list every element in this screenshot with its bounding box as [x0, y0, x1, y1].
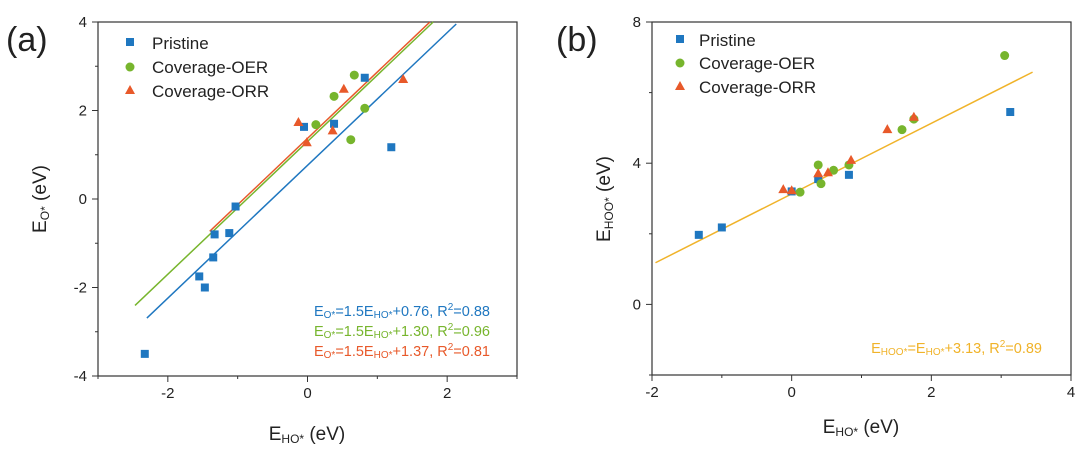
fit-equation: EHOO*=EHO*+3.13, R2=0.89 [871, 339, 1042, 358]
x-tick-label: 0 [787, 384, 795, 401]
fit-equation: EO*=1.5EHO*+1.37, R2=0.81 [314, 342, 490, 361]
point-pristine [231, 202, 240, 211]
point-pristine [387, 143, 396, 152]
panel-a: (a) -2 0 2 -4 -2 0 2 4 Pristine Coverage-OER Co… [6, 14, 518, 446]
point-coverage-orr [293, 116, 304, 126]
y-tick-label: 8 [633, 14, 641, 31]
point-coverage-orr [882, 124, 893, 134]
point-coverage-orr [301, 137, 312, 147]
point-coverage-oer [360, 103, 370, 113]
point-pristine [330, 119, 339, 128]
point-coverage-oer [813, 160, 823, 170]
plot-b-frame [651, 21, 1072, 376]
y-tick-label: 4 [633, 155, 641, 172]
legend-b-oer-marker [675, 58, 685, 68]
legend-a-pristine-marker [126, 38, 134, 46]
point-coverage-oer [897, 125, 907, 135]
plot-b-area: -2 0 2 4 0 4 8 [633, 14, 1076, 401]
point-coverage-oer [1000, 51, 1010, 61]
point-coverage-orr [822, 167, 833, 177]
point-pristine [225, 229, 234, 238]
panel-a-fit-equations: EO*=1.5EHO*+0.76, R2=0.88EO*=1.5EHO*+1.3… [314, 302, 490, 361]
panel-a-legend: Pristine Coverage-OER Coverage-ORR [125, 34, 269, 101]
panel-b-ylabel: EHOO* (eV) [594, 156, 616, 242]
panel-b: (b) -2 0 2 4 0 4 8 Pristine Coverage-OER Cover… [556, 14, 1075, 439]
fit-equation: EO*=1.5EHO*+1.30, R2=0.96 [314, 322, 490, 341]
point-coverage-oer [816, 179, 826, 189]
point-coverage-oer [311, 120, 321, 130]
x-tick-label: 0 [303, 385, 311, 402]
legend-a-orr-label: Coverage-ORR [152, 82, 269, 101]
point-coverage-orr [786, 185, 797, 195]
point-pristine [195, 272, 204, 281]
x-tick-label: 2 [927, 384, 935, 401]
legend-b-oer-label: Coverage-OER [699, 54, 815, 73]
point-coverage-oer [829, 165, 839, 175]
y-tick-label: -4 [74, 368, 87, 385]
panel-a-xlabel: EHO* (eV) [269, 424, 346, 446]
legend-b-pristine-label: Pristine [699, 31, 756, 50]
point-coverage-orr [908, 111, 919, 121]
y-tick-label: 0 [633, 296, 641, 313]
panel-b-legend: Pristine Coverage-OER Coverage-ORR [675, 31, 816, 97]
legend-a-oer-label: Coverage-OER [152, 58, 268, 77]
fit-line-pristine [146, 23, 457, 319]
point-coverage-orr [778, 184, 789, 194]
panel-a-label: (a) [6, 21, 48, 59]
fit-equation: EO*=1.5EHO*+0.76, R2=0.88 [314, 302, 490, 321]
point-pristine [360, 73, 369, 82]
point-coverage-orr [813, 168, 824, 178]
point-coverage-oer [349, 70, 359, 80]
fit-line-coverage-oer [134, 21, 434, 306]
panel-b-label: (b) [556, 21, 598, 59]
y-tick-label: 2 [79, 103, 87, 120]
legend-a-orr-marker [125, 85, 135, 94]
point-coverage-orr [846, 154, 857, 164]
point-pristine [844, 170, 853, 179]
legend-a-pristine-label: Pristine [152, 34, 209, 53]
y-tick-label: -2 [74, 280, 87, 297]
point-coverage-oer [346, 135, 356, 145]
x-tick-label: 4 [1067, 384, 1075, 401]
point-pristine [209, 253, 218, 262]
legend-b-orr-label: Coverage-ORR [699, 78, 816, 97]
y-tick-label: 4 [79, 14, 87, 31]
point-coverage-orr [327, 125, 338, 135]
point-coverage-orr [338, 83, 349, 93]
point-coverage-oer [329, 91, 339, 101]
point-pristine [300, 122, 309, 131]
x-tick-label: -2 [645, 384, 658, 401]
panel-a-ylabel: EO* (eV) [30, 165, 52, 233]
x-tick-label: -2 [161, 385, 174, 402]
fit-line-all [655, 71, 1033, 264]
point-pristine [694, 230, 703, 239]
legend-a-oer-marker [125, 62, 135, 72]
point-pristine [210, 230, 219, 239]
panel-b-fit-equations: EHOO*=EHO*+3.13, R2=0.89 [871, 339, 1042, 358]
point-pristine [1006, 108, 1015, 117]
point-pristine [200, 283, 209, 292]
x-tick-label: 2 [443, 385, 451, 402]
point-coverage-oer [795, 187, 805, 197]
point-pristine [814, 175, 823, 184]
point-pristine [717, 223, 726, 232]
y-tick-label: 0 [79, 191, 87, 208]
point-coverage-orr [398, 74, 409, 84]
panel-b-xlabel: EHO* (eV) [823, 417, 900, 439]
point-pristine [140, 349, 149, 358]
legend-b-orr-marker [675, 81, 685, 90]
plot-a-area: -2 0 2 -4 -2 0 2 4 [74, 14, 518, 402]
legend-b-pristine-marker [676, 35, 684, 43]
